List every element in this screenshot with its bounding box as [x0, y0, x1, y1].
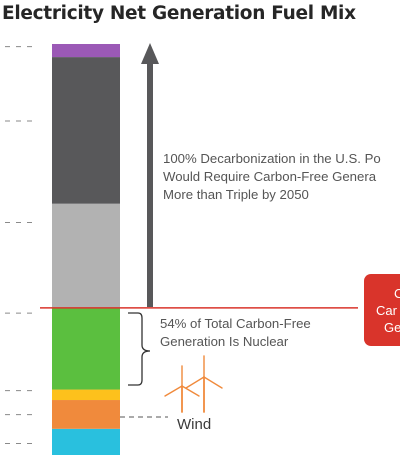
bar-segments [52, 44, 120, 455]
arrow-annotation: 100% Decarbonization in the U.S. Po Woul… [163, 151, 381, 202]
arrow-label-line-2: Would Require Carbon-Free Genera [163, 169, 377, 184]
bar-segment-wind [52, 400, 120, 429]
wind-turbine-icon [164, 355, 223, 413]
bar-segment-coal [52, 57, 120, 204]
chart-title: Electricity Net Generation Fuel Mix [2, 3, 356, 24]
arrow-label-line-3: More than Triple by 2050 [163, 187, 309, 202]
bar-segment-nuclear [52, 308, 120, 390]
brace-label-line-2: Generation Is Nuclear [160, 334, 289, 349]
arrow-label-line-1: 100% Decarbonization in the U.S. Po [163, 151, 381, 166]
bar-segment-hydro [52, 389, 120, 401]
axis-ticks [5, 46, 38, 444]
callout-line-1: C [394, 286, 400, 301]
bar-segment-petroleum-other [52, 44, 120, 58]
brace-label-line-1: 54% of Total Carbon-Free [160, 316, 311, 331]
bar-segment-natural-gas [52, 203, 120, 309]
callout-box: C Car Ge [364, 274, 400, 346]
growth-arrow-head [141, 43, 159, 64]
callout-line-3: Ge [384, 320, 400, 335]
bar-segment-solar [52, 428, 120, 455]
brace-annotation: 54% of Total Carbon-Free Generation Is N… [160, 316, 311, 349]
wind-label: Wind [177, 416, 211, 433]
callout-background [364, 274, 400, 346]
nuclear-brace [128, 312, 151, 386]
callout-line-2: Car [376, 303, 398, 318]
